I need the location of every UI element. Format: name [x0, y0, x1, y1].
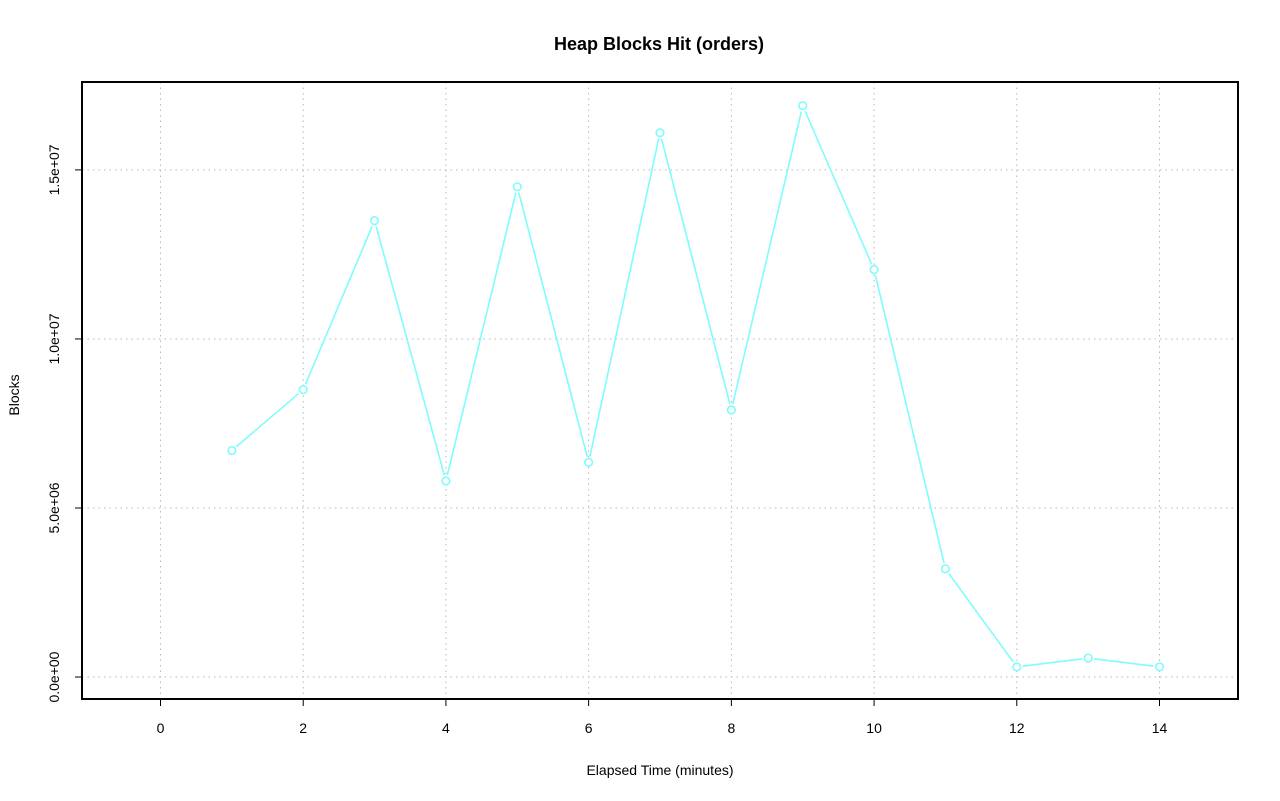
- series-0-segment-12: [1094, 658, 1154, 667]
- plot-frame: [81, 81, 1239, 700]
- series-0-segment-10: [948, 573, 1014, 663]
- series-0-segment-7: [731, 111, 803, 405]
- x-tick-label-0: 0: [157, 720, 165, 736]
- series-0-point-5: [584, 457, 594, 467]
- series-0-point-12: [1083, 653, 1093, 663]
- x-tick-label-7: 14: [1152, 720, 1168, 736]
- series-0-point-7: [726, 405, 736, 415]
- y-axis-label: Blocks: [6, 374, 22, 415]
- series-0-segment-2: [375, 226, 446, 476]
- series-0-segment-3: [446, 192, 517, 476]
- series-0-point-3: [441, 476, 451, 486]
- y-tick-label-1: 5.0e+06: [46, 482, 62, 533]
- x-tick-label-2: 4: [442, 720, 450, 736]
- series-0-point-8: [798, 101, 808, 111]
- series-group: [227, 101, 1165, 672]
- y-axis: 0.0e+00 5.0e+06 1.0e+07 1.5e+07: [46, 144, 83, 703]
- series-0-point-11: [1012, 662, 1022, 672]
- x-tick-label-3: 6: [585, 720, 593, 736]
- series-0-segment-9: [874, 275, 945, 564]
- x-tick-label-1: 2: [299, 720, 307, 736]
- x-tick-label-4: 8: [727, 720, 735, 736]
- series-0-segment-1: [304, 225, 373, 385]
- grid: [82, 82, 1238, 699]
- series-0-point-1: [298, 385, 308, 395]
- series-0-point-13: [1154, 662, 1165, 672]
- x-axis: 0 2 4 6 8 10 12 14: [157, 698, 1168, 736]
- series-0-segment-4: [518, 192, 588, 457]
- x-axis-label: Elapsed Time (minutes): [586, 762, 733, 778]
- series-0-point-10: [940, 564, 951, 574]
- y-tick-label-3: 1.5e+07: [46, 144, 62, 195]
- series-0-segment-11: [1022, 658, 1083, 667]
- series-0-point-0: [227, 445, 237, 456]
- y-tick-label-0: 0.0e+00: [46, 651, 62, 702]
- series-0-segment-5: [589, 138, 660, 457]
- series-0-point-9: [869, 265, 879, 275]
- series-0-segment-8: [804, 110, 873, 265]
- series-0-point-2: [369, 216, 380, 226]
- series-0-point-6: [655, 128, 665, 138]
- series-0-segment-0: [235, 392, 300, 448]
- series-0-segment-6: [660, 138, 731, 405]
- x-tick-label-6: 12: [1009, 720, 1025, 736]
- y-tick-label-2: 1.0e+07: [46, 313, 62, 364]
- chart-title: Heap Blocks Hit (orders): [554, 34, 764, 54]
- series-0-point-4: [512, 182, 522, 192]
- x-tick-label-5: 10: [866, 720, 882, 736]
